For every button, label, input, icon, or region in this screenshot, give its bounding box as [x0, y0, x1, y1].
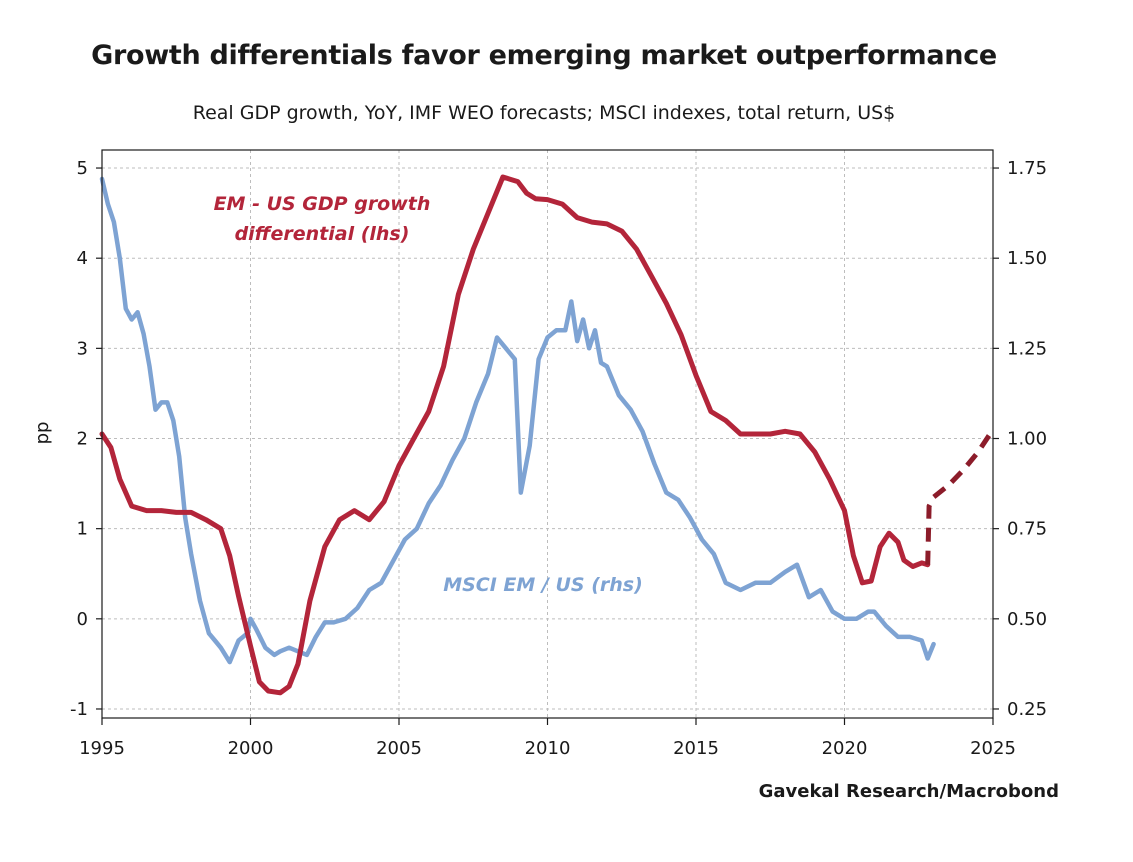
y-right-tick-label: 1.50	[1007, 248, 1047, 269]
annotation-em-line1: EM - US GDP growth	[214, 193, 431, 215]
annotation-em-line2: differential (lhs)	[235, 223, 410, 245]
axes: -1 0 1 2 3 4 5 0.25 0.50 0.75 1.00 1.25 1.50 1.75 1995…	[70, 158, 1047, 759]
annotation-em: EM - US GDP growth differential (lhs)	[214, 193, 431, 245]
chart-subtitle: Real GDP growth, YoY, IMF WEO forecasts;…	[192, 102, 896, 124]
x-tick-label: 2005	[376, 738, 422, 759]
y-left-tick-label: 2	[77, 429, 88, 450]
x-tick-label: 2010	[525, 738, 571, 759]
y-axis-label-left: pp	[32, 422, 53, 445]
series-layer	[99, 174, 996, 696]
y-right-tick-label: 0.50	[1007, 609, 1047, 630]
series-line-em-us-gdp-differential	[99, 174, 931, 696]
y-right-tick-label: 1.75	[1007, 158, 1047, 179]
series-line-msci-em-us	[99, 176, 936, 665]
y-left-tick-label: 4	[77, 248, 88, 269]
annotation-msci: MSCI EM / US (rhs)	[443, 574, 643, 596]
x-tick-label: 2015	[673, 738, 719, 759]
y-right-tick-label: 1.00	[1007, 429, 1047, 450]
y-right-tick-label: 0.75	[1007, 519, 1047, 540]
y-left-tick-label: -1	[70, 699, 88, 720]
y-left-tick-label: 5	[77, 158, 88, 179]
x-tick-label: 2020	[822, 738, 868, 759]
y-right-tick-label: 0.25	[1007, 699, 1047, 720]
y-left-tick-label: 0	[77, 609, 88, 630]
chart-title: Growth differentials favor emerging mark…	[91, 40, 997, 71]
y-right-tick-label: 1.25	[1007, 338, 1047, 359]
x-tick-label: 2025	[970, 738, 1016, 759]
y-left-tick-label: 3	[77, 338, 88, 359]
source-credit: Gavekal Research/Macrobond	[758, 781, 1059, 802]
x-tick-label: 1995	[79, 738, 125, 759]
y-left-tick-label: 1	[77, 519, 88, 540]
x-tick-label: 2000	[228, 738, 274, 759]
series-line-em-us-gdp-forecast	[925, 428, 996, 565]
